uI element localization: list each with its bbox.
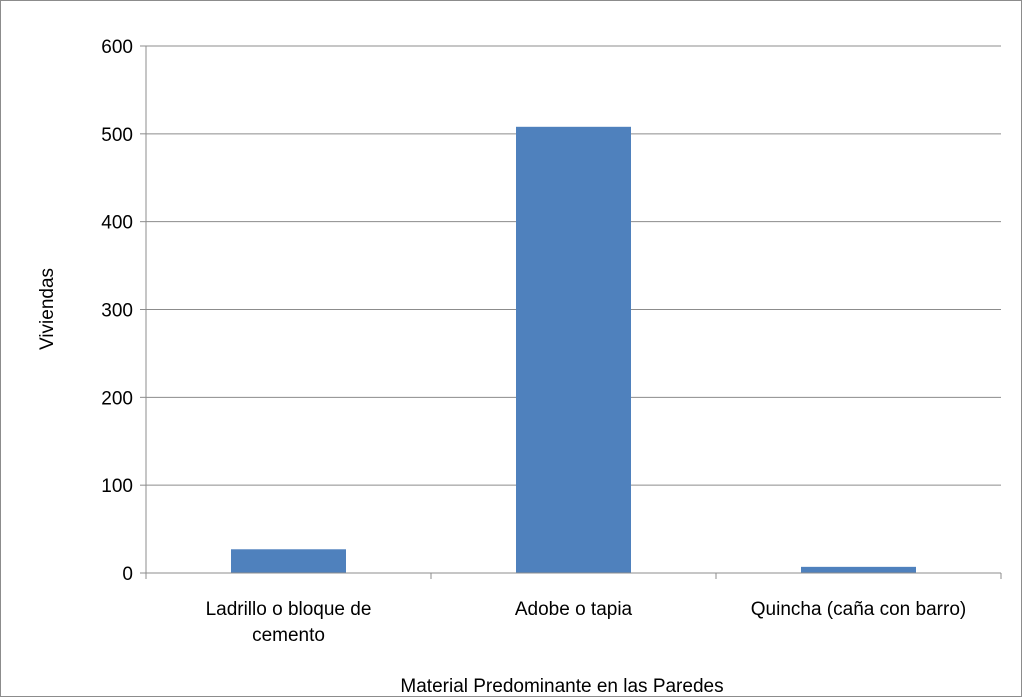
axes <box>140 45 1002 579</box>
y-tick-label: 500 <box>101 125 133 146</box>
y-tick-label: 100 <box>101 476 133 497</box>
x-axis-title: Material Predominante en las Paredes <box>400 676 723 697</box>
bar <box>231 549 346 573</box>
y-tick-label: 200 <box>101 388 133 409</box>
y-axis-title: Viviendas <box>37 268 58 350</box>
bar <box>516 126 631 573</box>
x-tick-label: Ladrillo o bloque de cemento <box>206 599 372 646</box>
y-tick-label: 0 <box>122 564 133 585</box>
y-tick-label: 400 <box>101 213 133 234</box>
y-tick-label: 300 <box>101 301 133 322</box>
tick-labels: 0 100 200 300 400 500 600 Ladrillo o bloque de c… <box>101 37 966 646</box>
bars <box>231 126 916 573</box>
x-tick-label: Adobe o tapia <box>515 599 633 620</box>
x-tick-label: Quincha (caña con barro) <box>751 599 966 620</box>
y-tick-label: 600 <box>101 37 133 58</box>
bar <box>801 566 916 573</box>
